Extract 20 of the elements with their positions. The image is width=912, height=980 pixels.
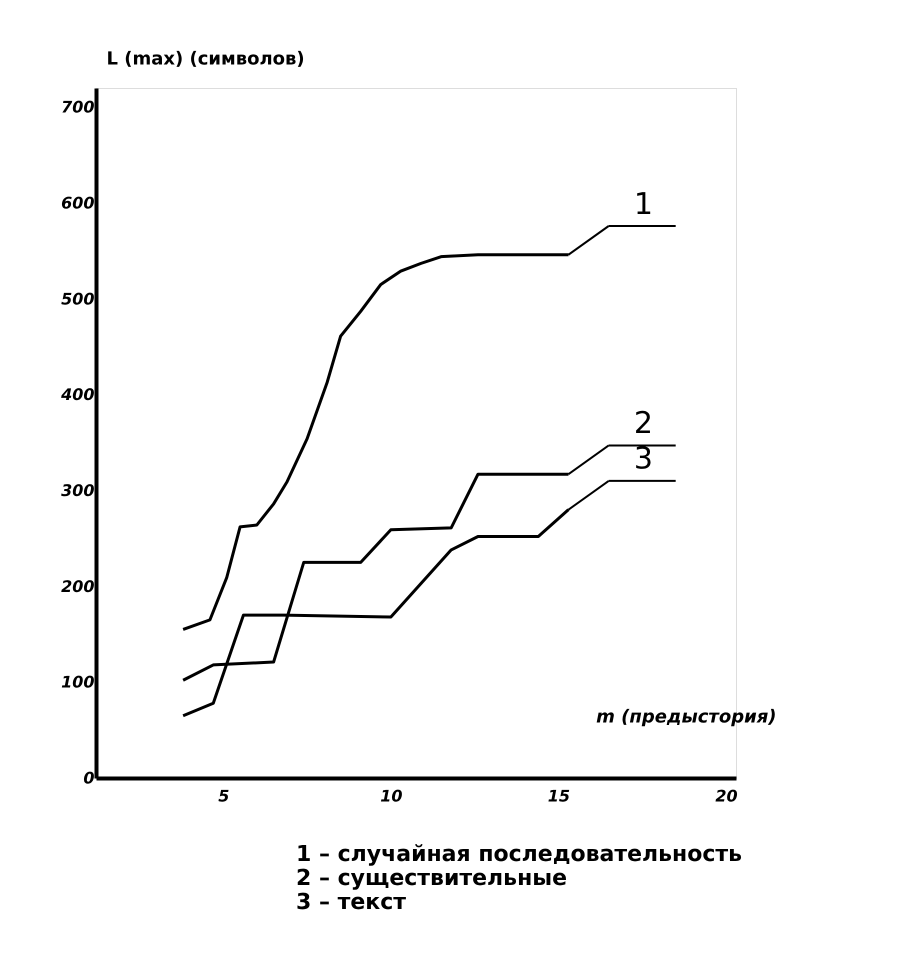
y-tick-label: 300 (61, 481, 94, 500)
text: 2 – существительные (296, 866, 568, 891)
y-axis-title: L (max) (символов) (106, 48, 305, 70)
x-axis-title: m (предыстория) (596, 706, 776, 728)
text: 1 – случайная последовательность (296, 842, 742, 867)
y-tick-label: 600 (61, 194, 94, 212)
y-tick-label: 500 (61, 289, 94, 308)
text: 1 (634, 186, 654, 222)
x-tick-label: 15 (548, 786, 570, 806)
x-tick-label: 5 (218, 786, 230, 806)
y-tick-label: 100 (61, 672, 94, 692)
y-tick-label: 200 (61, 576, 94, 596)
y-tick-label: 700 (61, 98, 94, 117)
text: 3 (634, 442, 654, 477)
text: 2 (634, 406, 654, 442)
x-tick-label: 10 (380, 786, 402, 806)
y-tick-label: 400 (60, 385, 94, 404)
x-tick-label: 20 (715, 786, 738, 806)
y-tick-label: 0 (83, 768, 94, 788)
text: 3 – текст (296, 890, 406, 915)
